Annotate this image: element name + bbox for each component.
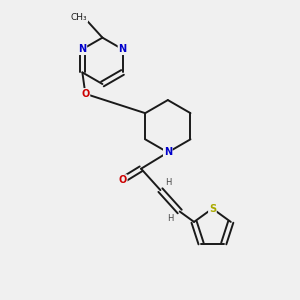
Text: S: S <box>209 204 216 214</box>
Text: H: H <box>168 214 174 224</box>
Text: O: O <box>118 175 127 185</box>
Text: O: O <box>81 89 89 99</box>
Text: CH₃: CH₃ <box>71 13 88 22</box>
Text: N: N <box>118 44 127 54</box>
Text: H: H <box>166 178 172 187</box>
Text: N: N <box>164 147 172 158</box>
Text: N: N <box>78 44 86 54</box>
